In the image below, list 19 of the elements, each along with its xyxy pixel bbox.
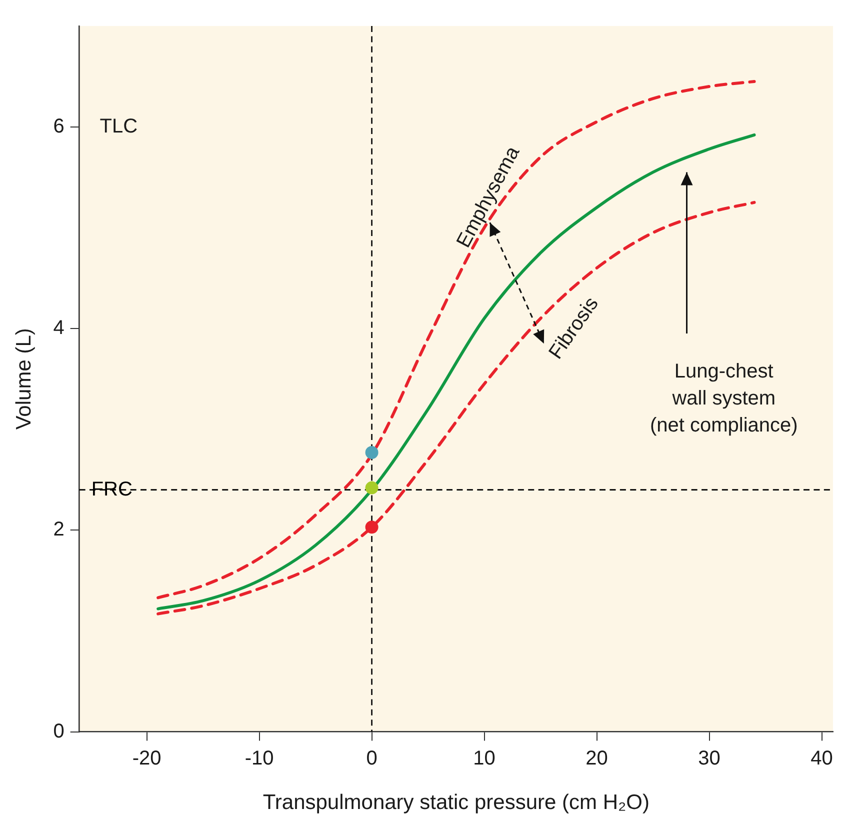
y-tick-label: 4 <box>53 317 64 339</box>
x-tick-label: 0 <box>366 747 378 770</box>
point <box>365 481 378 494</box>
annotation: TLC <box>100 115 138 138</box>
y-axis-title: Volume (L) <box>12 328 36 430</box>
x-axis-title: Transpulmonary static pressure (cm H₂O) <box>262 791 650 814</box>
x-tick-label: -10 <box>244 747 274 770</box>
y-tick-label: 0 <box>53 720 64 742</box>
point <box>365 520 378 534</box>
x-tick-label: -20 <box>132 747 162 770</box>
x-tick-label: 10 <box>473 747 496 770</box>
x-tick-label: 30 <box>698 747 720 770</box>
x-tick-label: 20 <box>586 747 608 770</box>
ref-line-label: FRC <box>91 478 132 500</box>
y-tick-label: 2 <box>53 518 64 541</box>
annotation: Lung-chest wall system (net compliance) <box>650 360 798 437</box>
y-tick-label: 6 <box>53 115 64 138</box>
point <box>365 446 378 460</box>
x-tick-label: 40 <box>810 747 833 770</box>
